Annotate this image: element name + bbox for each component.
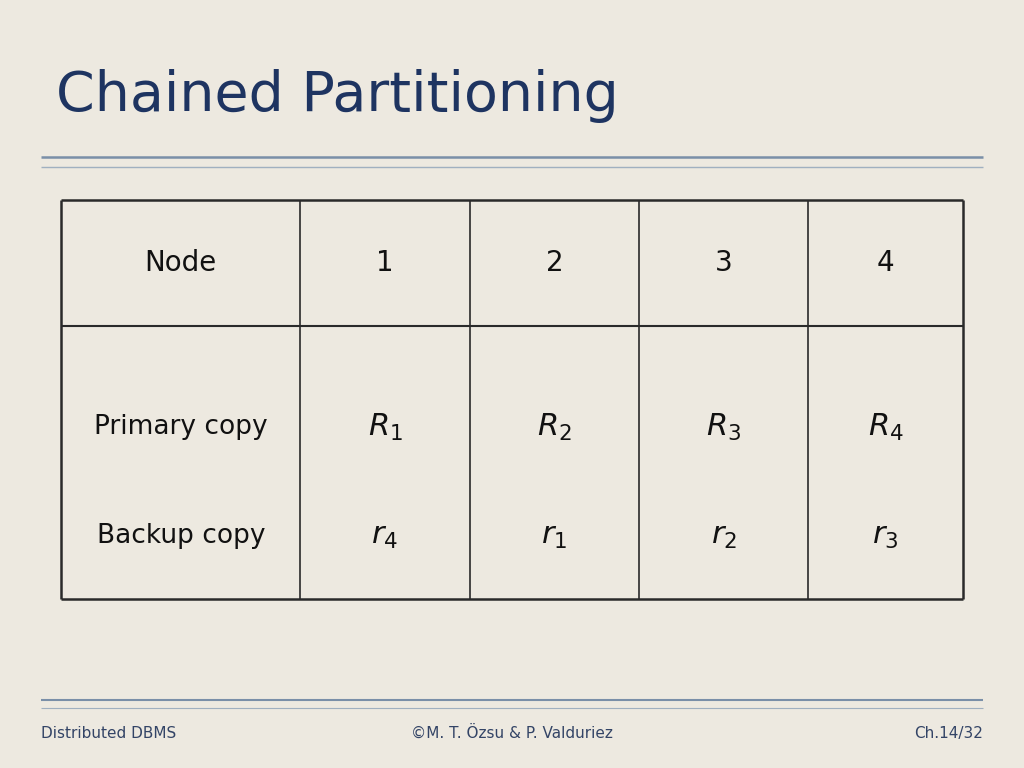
Text: ©M. T. Özsu & P. Valduriez: ©M. T. Özsu & P. Valduriez xyxy=(411,726,613,741)
Text: 3: 3 xyxy=(715,249,732,277)
Text: $R_2$: $R_2$ xyxy=(537,412,571,443)
Text: Primary copy: Primary copy xyxy=(94,414,267,440)
Text: $r_1$: $r_1$ xyxy=(542,521,567,551)
Text: Distributed DBMS: Distributed DBMS xyxy=(41,726,176,741)
Text: $r_2$: $r_2$ xyxy=(711,521,737,551)
Text: $r_4$: $r_4$ xyxy=(372,521,398,551)
Text: $R_3$: $R_3$ xyxy=(707,412,741,443)
Text: Node: Node xyxy=(144,249,217,277)
Text: Backup copy: Backup copy xyxy=(96,523,265,549)
Text: $r_3$: $r_3$ xyxy=(872,521,899,551)
Text: $R_4$: $R_4$ xyxy=(867,412,903,443)
Text: 4: 4 xyxy=(877,249,894,277)
Text: 1: 1 xyxy=(376,249,394,277)
Text: Chained Partitioning: Chained Partitioning xyxy=(56,69,620,123)
Text: Ch.14/32: Ch.14/32 xyxy=(914,726,983,741)
Text: $R_1$: $R_1$ xyxy=(368,412,402,443)
Bar xyxy=(61,200,963,599)
Text: 2: 2 xyxy=(546,249,563,277)
